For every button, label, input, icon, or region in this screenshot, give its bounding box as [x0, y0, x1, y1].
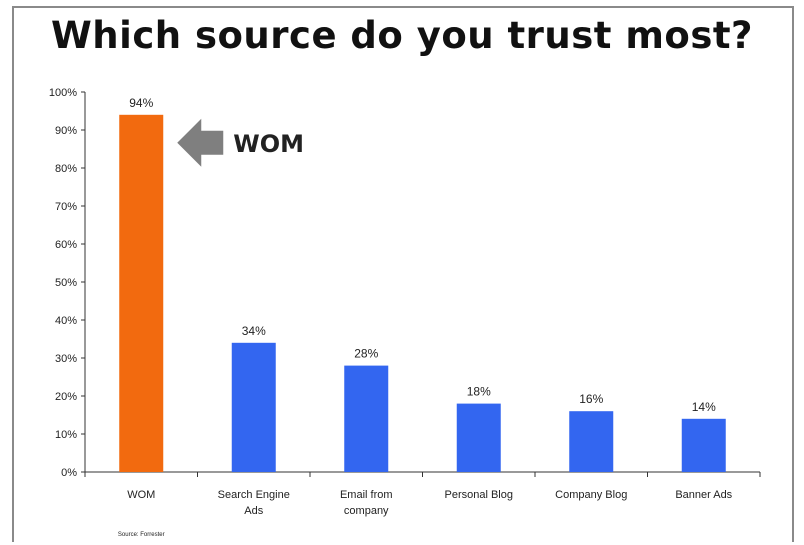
y-tick-label: 100% — [49, 87, 77, 99]
bar — [231, 342, 276, 472]
category-label: Ads — [244, 505, 263, 517]
category-label: WOM — [127, 489, 155, 501]
data-label: 16% — [579, 392, 603, 406]
y-tick-label: 70% — [55, 201, 77, 213]
data-label: 28% — [354, 347, 378, 361]
category-label: Search Engine — [218, 489, 290, 501]
y-tick-label: 90% — [55, 125, 77, 137]
category-label: Email from — [340, 489, 393, 501]
bar — [344, 365, 389, 472]
category-label: Banner Ads — [675, 489, 732, 501]
labels: 94% WOM 34% Search Engine Ads 28% Email from co… — [127, 96, 732, 517]
data-label: 34% — [242, 324, 266, 338]
category-label: Company Blog — [555, 489, 627, 501]
y-tick-label: 80% — [55, 163, 77, 175]
annotation-group: WOM — [177, 118, 304, 167]
chart-title: Which source do you trust most? — [51, 14, 753, 57]
data-label: 94% — [129, 96, 153, 110]
y-tick-label: 20% — [55, 391, 77, 403]
bars — [119, 114, 726, 473]
y-tick-label: 0% — [61, 467, 77, 479]
bar — [456, 403, 501, 472]
bar — [569, 411, 614, 472]
axes: 0% 10% 20% 30% 40% 50% 60% 70% 80% 90% 100% — [49, 87, 761, 479]
y-tick-label: 40% — [55, 315, 77, 327]
annotation-label: WOM — [233, 130, 304, 158]
data-label: 14% — [692, 400, 716, 414]
y-tick-label: 30% — [55, 353, 77, 365]
y-tick-label: 10% — [55, 429, 77, 441]
bar — [119, 114, 164, 473]
data-label: 18% — [467, 385, 491, 399]
category-label: company — [344, 505, 389, 517]
bar — [681, 418, 726, 472]
source-note: Source: Forrester — [118, 532, 165, 538]
annotation-arrow — [177, 118, 224, 167]
y-tick-label: 60% — [55, 239, 77, 251]
category-label: Personal Blog — [445, 489, 514, 501]
y-tick-label: 50% — [55, 277, 77, 289]
